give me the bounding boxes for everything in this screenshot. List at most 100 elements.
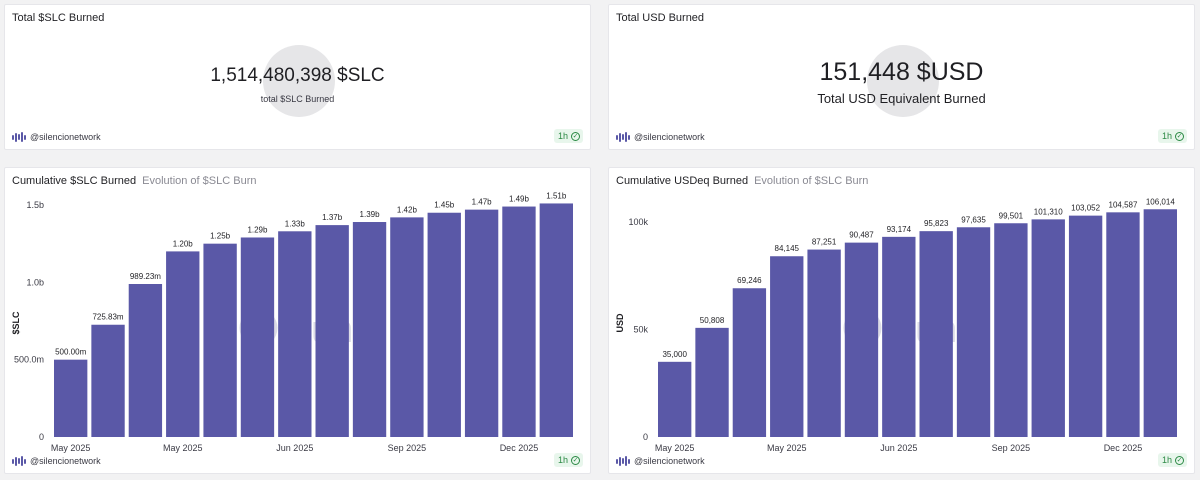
x-tick-label: Sep 2025 <box>388 443 427 453</box>
refresh-status-badge[interactable]: 1h ✓ <box>553 129 583 143</box>
y-axis-label: $SLC <box>11 311 21 335</box>
data-label: 989.23m <box>130 272 161 281</box>
counter-title: Total USD Burned <box>616 12 705 24</box>
data-label: 1.25b <box>210 232 231 241</box>
data-label: 84,145 <box>775 244 800 253</box>
creator-link[interactable]: @silencionetwork <box>12 456 101 466</box>
creator-link[interactable]: @silencionetwork <box>616 456 705 466</box>
chart-title: Cumulative $SLC Burned <box>12 175 137 187</box>
y-tick-label: 50k <box>633 325 648 335</box>
chart-card-usd: Cumulative USDeq Burned Evolution of $SLC… <box>608 167 1195 474</box>
counter-subtitle: total $SLC Burned <box>260 94 335 104</box>
bar[interactable] <box>539 203 573 437</box>
data-label: 725.83m <box>92 313 123 322</box>
bar[interactable] <box>695 327 729 437</box>
data-label: 35,000 <box>662 350 687 359</box>
bar[interactable] <box>203 243 237 437</box>
bar[interactable] <box>770 256 804 437</box>
x-tick-label: Jun 2025 <box>276 443 313 453</box>
check-circle-icon: ✓ <box>571 131 580 141</box>
refresh-interval: 1h <box>557 455 568 465</box>
x-tick-label: Dec 2025 <box>1104 443 1143 453</box>
data-label: 1.33b <box>285 219 306 228</box>
chart-title-row: Cumulative USDeq Burned Evolution of $SLC… <box>616 175 868 187</box>
bar[interactable] <box>166 251 200 437</box>
bar[interactable] <box>390 217 424 437</box>
refresh-status-badge[interactable]: 1h ✓ <box>1157 453 1187 467</box>
data-label: 97,635 <box>961 215 986 224</box>
data-label: 69,246 <box>737 276 762 285</box>
chart-subtitle: Evolution of $SLC Burn <box>754 175 869 187</box>
bar[interactable] <box>807 249 841 437</box>
refresh-status-badge[interactable]: 1h ✓ <box>1157 129 1187 143</box>
refresh-interval: 1h <box>557 131 568 141</box>
bar[interactable] <box>240 237 275 437</box>
data-label: 99,501 <box>999 211 1024 220</box>
bar[interactable] <box>844 242 879 437</box>
bar[interactable] <box>732 288 767 437</box>
bar[interactable] <box>502 206 536 437</box>
counter-value: 151,448 $USD <box>819 58 984 86</box>
counter-value: 1,514,480,398 $SLC <box>210 65 385 86</box>
creator-link[interactable]: @silencionetwork <box>12 132 101 142</box>
refresh-interval: 1h <box>1161 131 1172 141</box>
creator-handle: @silencionetwork <box>634 456 705 466</box>
data-label: 87,251 <box>812 238 837 247</box>
y-tick-label: 0 <box>643 432 648 442</box>
counter-subtitle: Total USD Equivalent Burned <box>817 91 986 106</box>
y-tick-label: 1.5b <box>26 200 44 210</box>
bar[interactable] <box>278 231 312 437</box>
data-label: 1.37b <box>322 213 343 222</box>
bar[interactable] <box>427 212 461 437</box>
data-label: 106,014 <box>1146 197 1175 206</box>
data-label: 1.49b <box>509 195 530 204</box>
data-label: 95,823 <box>924 219 949 228</box>
y-tick-label: 1.0b <box>26 277 44 287</box>
x-tick-label: May 2025 <box>163 443 203 453</box>
data-label: 1.20b <box>173 239 194 248</box>
x-tick-label: May 2025 <box>655 443 695 453</box>
y-tick-label: 0 <box>39 432 44 442</box>
creator-handle: @silencionetwork <box>634 132 705 142</box>
bar[interactable] <box>1068 215 1103 437</box>
silencio-logo-icon <box>616 456 630 466</box>
bar[interactable] <box>1106 212 1140 437</box>
data-label: 1.45b <box>434 201 455 210</box>
x-tick-label: Dec 2025 <box>500 443 539 453</box>
data-label: 101,310 <box>1034 207 1063 216</box>
bar[interactable] <box>658 361 692 437</box>
y-tick-label: 500.0m <box>14 355 44 365</box>
bar-chart: Dune050k100kUSD35,00050,80869,24684,1458… <box>615 197 1177 453</box>
chart-title-row: Cumulative $SLC Burned Evolution of $SLC … <box>12 175 256 187</box>
counter-card-slc: Total $SLC Burned 1,514,480,398 $SLC tot… <box>4 4 591 150</box>
bar[interactable] <box>882 236 916 437</box>
counter-title: Total $SLC Burned <box>12 12 105 24</box>
creator-link[interactable]: @silencionetwork <box>616 132 705 142</box>
data-label: 1.51b <box>546 191 567 200</box>
bar[interactable] <box>352 222 387 437</box>
data-label: 1.42b <box>397 205 418 214</box>
bar[interactable] <box>1143 209 1177 437</box>
bar[interactable] <box>464 209 499 437</box>
bar[interactable] <box>1031 219 1065 437</box>
bar[interactable] <box>91 324 125 437</box>
refresh-status-badge[interactable]: 1h ✓ <box>553 453 583 467</box>
data-label: 90,487 <box>849 231 874 240</box>
y-axis-label: USD <box>615 313 625 333</box>
bar-chart: Dune0500.0m1.0b1.5b$SLC500.00m725.83m989… <box>11 191 573 453</box>
bar[interactable] <box>919 231 953 437</box>
silencio-logo-icon <box>12 132 26 142</box>
bar[interactable] <box>994 223 1028 437</box>
bar[interactable] <box>315 225 349 437</box>
check-circle-icon: ✓ <box>1175 455 1184 465</box>
check-circle-icon: ✓ <box>571 455 580 465</box>
counter-decoration-circle <box>263 45 335 117</box>
bar[interactable] <box>956 227 991 437</box>
data-label: 500.00m <box>55 348 86 357</box>
bar[interactable] <box>128 283 163 437</box>
data-label: 50,808 <box>700 316 725 325</box>
bar[interactable] <box>54 359 88 437</box>
x-tick-label: Jun 2025 <box>880 443 917 453</box>
counter-card-usd: Total USD Burned 151,448 $USD Total USD … <box>608 4 1195 150</box>
refresh-interval: 1h <box>1161 455 1172 465</box>
